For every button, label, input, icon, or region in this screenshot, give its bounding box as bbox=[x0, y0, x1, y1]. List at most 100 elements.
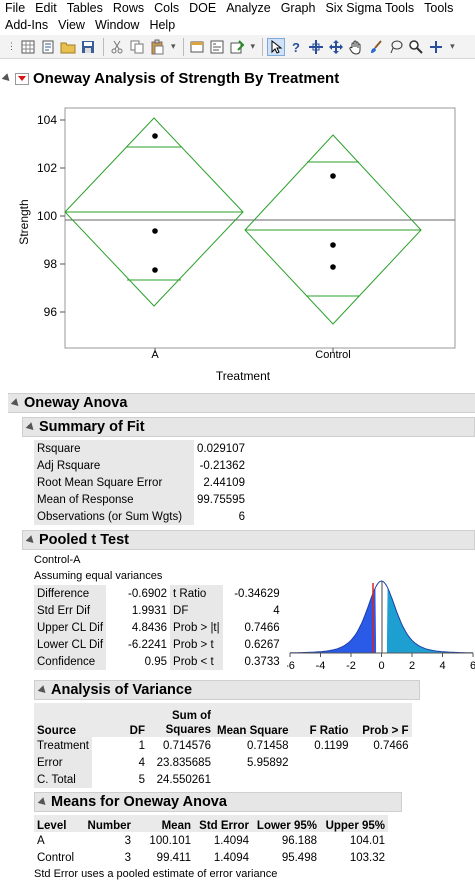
cut-icon[interactable] bbox=[108, 38, 126, 56]
table-row: C. Total 5 24.550261 bbox=[34, 771, 412, 788]
aov-col-f: F Ratio bbox=[309, 725, 349, 737]
menu-help[interactable]: Help bbox=[149, 18, 176, 32]
menu-tables[interactable]: Tables bbox=[66, 1, 103, 15]
menu-rows[interactable]: Rows bbox=[112, 1, 145, 15]
pt-stat-value: 0.7466 bbox=[244, 621, 280, 634]
y-tick-label: 100 bbox=[37, 209, 57, 223]
aov-col-p: Prob > F bbox=[362, 725, 409, 737]
pt-stat-label: DF bbox=[170, 602, 223, 619]
y-tick-label: 104 bbox=[37, 113, 57, 127]
aov-df: 1 bbox=[138, 739, 145, 752]
crosshair-icon[interactable] bbox=[427, 38, 445, 56]
pt-value: 0.95 bbox=[144, 655, 168, 668]
disclosure-icon[interactable] bbox=[1, 73, 13, 84]
means-col-number: Number bbox=[87, 820, 131, 832]
paste-icon[interactable] bbox=[148, 38, 166, 56]
means-number: 3 bbox=[124, 834, 131, 847]
means-number: 3 bbox=[124, 851, 131, 864]
report-title: Oneway Analysis of Strength By Treatment bbox=[33, 70, 340, 87]
pt-stat-label: Prob > t bbox=[170, 636, 223, 653]
brush-tool-icon[interactable] bbox=[367, 38, 385, 56]
means-level: A bbox=[37, 834, 45, 847]
aov-source: Treatment bbox=[34, 737, 92, 754]
aov-col-df: DF bbox=[129, 725, 145, 737]
pt-value: -0.6902 bbox=[128, 587, 168, 600]
summary-of-fit-table: Rsquare 0.029107 Adj Rsquare -0.21362 Root… bbox=[34, 440, 248, 525]
y-axis-label: Strength bbox=[17, 199, 31, 244]
means-std-error: 1.4094 bbox=[213, 834, 249, 847]
data-table-icon[interactable] bbox=[188, 38, 206, 56]
means-level: Control bbox=[37, 851, 75, 864]
copy-icon[interactable] bbox=[128, 38, 146, 56]
disclosure-icon[interactable] bbox=[25, 421, 37, 433]
menu-edit[interactable]: Edit bbox=[35, 1, 57, 15]
toolbar-overflow-2[interactable]: ▾ bbox=[250, 41, 256, 51]
disclosure-icon[interactable] bbox=[10, 397, 22, 409]
open-folder-icon[interactable] bbox=[59, 38, 77, 56]
help-icon[interactable]: ? bbox=[287, 38, 305, 56]
table-row: Error 4 23.835685 5.95892 bbox=[34, 754, 412, 771]
new-table-icon[interactable] bbox=[19, 38, 37, 56]
data-point[interactable] bbox=[152, 228, 158, 234]
toolbar-overflow-3[interactable]: ▾ bbox=[450, 41, 455, 51]
selection-tool-icon[interactable] bbox=[307, 38, 325, 56]
menu-file[interactable]: File bbox=[5, 1, 26, 15]
means-col-std-error: Std Error bbox=[199, 820, 249, 832]
data-point[interactable] bbox=[330, 173, 336, 179]
pt-stat-value: -0.34629 bbox=[234, 587, 280, 600]
contrast-label: Control-A bbox=[34, 554, 81, 566]
data-point[interactable] bbox=[152, 267, 158, 273]
magnifier-icon[interactable] bbox=[407, 38, 425, 56]
aov-header: Analysis of Variance bbox=[34, 680, 420, 700]
menu-tools[interactable]: Tools bbox=[424, 1, 454, 15]
menu-window[interactable]: Window bbox=[94, 18, 140, 32]
menu-cols[interactable]: Cols bbox=[154, 1, 180, 15]
means-col-lower95: Lower 95% bbox=[256, 820, 317, 832]
menu-row-2: Add-Ins View Window Help bbox=[0, 17, 180, 34]
lasso-tool-icon[interactable] bbox=[387, 38, 405, 56]
oneway-plot[interactable]: 104 102 100 98 96 A Control Strength Treatmen… bbox=[0, 100, 475, 390]
data-point[interactable] bbox=[330, 264, 336, 270]
disclosure-icon[interactable] bbox=[37, 684, 49, 696]
table-row: Std Err Dif 1.9931 DF 4 bbox=[34, 602, 283, 619]
script-window-icon[interactable] bbox=[208, 38, 226, 56]
means-title: Means for Oneway Anova bbox=[51, 794, 227, 810]
pt-label: Upper CL Dif bbox=[34, 619, 107, 636]
aov-f: 0.1199 bbox=[314, 739, 349, 752]
t-distribution-plot[interactable]: -6 -4 -2 0 2 4 6 bbox=[287, 573, 475, 673]
data-point[interactable] bbox=[330, 242, 336, 248]
y-tick-label: 96 bbox=[44, 305, 58, 319]
table-row: Confidence 0.95 Prob < t 0.3733 bbox=[34, 653, 283, 670]
aov-source: C. Total bbox=[34, 771, 92, 788]
pt-label: Difference bbox=[34, 585, 107, 602]
toolbar-overflow-1[interactable]: ▾ bbox=[171, 41, 176, 51]
new-script-icon[interactable] bbox=[39, 38, 57, 56]
table-row: A 3 100.101 1.4094 96.188 104.01 bbox=[34, 832, 388, 849]
sof-label: Observations (or Sum Wgts) bbox=[34, 508, 194, 525]
data-point[interactable] bbox=[152, 133, 158, 139]
red-triangle-menu-icon[interactable] bbox=[15, 72, 29, 85]
aov-p: 0.7466 bbox=[373, 739, 409, 752]
aov-col-source: Source bbox=[37, 725, 76, 737]
menu-six-sigma-tools[interactable]: Six Sigma Tools bbox=[325, 1, 415, 15]
disclosure-icon[interactable] bbox=[25, 534, 37, 546]
journal-icon[interactable] bbox=[228, 38, 246, 56]
arrow-tool-icon[interactable] bbox=[267, 37, 286, 56]
menu-add-ins[interactable]: Add-Ins bbox=[5, 18, 49, 32]
grabber-hand-icon[interactable] bbox=[347, 38, 365, 56]
save-icon[interactable] bbox=[79, 38, 97, 56]
menu-view[interactable]: View bbox=[58, 18, 85, 32]
menu-graph[interactable]: Graph bbox=[280, 1, 316, 15]
menu-analyze[interactable]: Analyze bbox=[226, 1, 271, 15]
aov-ms: 5.95892 bbox=[246, 756, 289, 769]
move-tool-icon[interactable] bbox=[327, 38, 345, 56]
toolbar-grip[interactable]: ⋮ bbox=[7, 41, 16, 51]
sof-value: 2.44109 bbox=[203, 476, 245, 489]
t-dist-tick-label: -6 bbox=[287, 660, 295, 672]
means-upper95: 103.32 bbox=[349, 851, 385, 864]
disclosure-icon[interactable] bbox=[37, 796, 49, 808]
table-row: Mean of Response 99.75595 bbox=[34, 491, 248, 508]
menu-doe[interactable]: DOE bbox=[189, 1, 217, 15]
aov-source: Error bbox=[34, 754, 92, 771]
aov-title: Analysis of Variance bbox=[51, 682, 193, 698]
